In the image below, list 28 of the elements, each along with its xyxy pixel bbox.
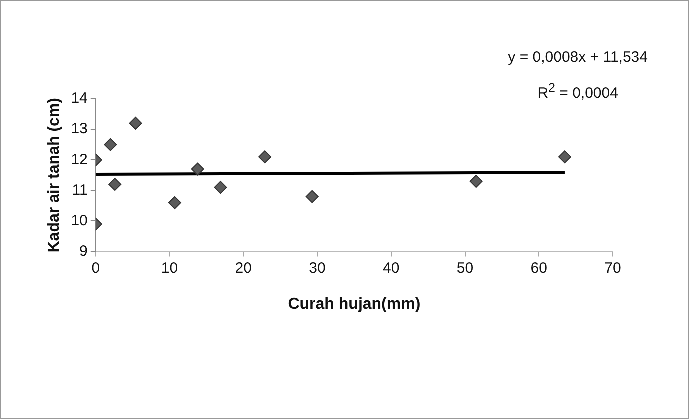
x-tick-label: 10	[161, 260, 178, 277]
x-tick-label: 40	[383, 260, 400, 277]
y-tick-label: 11	[72, 182, 88, 199]
x-tick-label: 0	[92, 260, 100, 277]
point	[258, 150, 272, 164]
point	[306, 190, 319, 204]
point	[558, 150, 572, 164]
x-tick-label: 60	[530, 260, 548, 277]
y-tick-label: 10	[71, 212, 88, 230]
point	[214, 181, 228, 194]
y-tick-label: 14	[71, 90, 88, 108]
point	[104, 138, 118, 152]
y-tick-label: 9	[80, 242, 88, 260]
text: y = 0,0008x + 11,534	[508, 48, 648, 68]
point	[108, 178, 122, 192]
x-tick-label: 70	[604, 260, 622, 277]
x-tick-label: 50	[456, 260, 474, 277]
point	[470, 175, 483, 188]
y-tick-label: 12	[71, 151, 88, 168]
point	[191, 162, 204, 176]
y-axis-title: Kadar air tanah (cm)	[46, 98, 64, 253]
x-axis-title: Curah hujan(mm)	[288, 296, 421, 313]
point	[129, 116, 142, 130]
y-tick-label: 13	[71, 120, 88, 138]
x-tick-label: 30	[309, 260, 326, 277]
annotation: R$^{2}$ = 0,0004	[536, 80, 620, 104]
point	[168, 196, 182, 210]
x-tick-label: 20	[235, 260, 252, 277]
